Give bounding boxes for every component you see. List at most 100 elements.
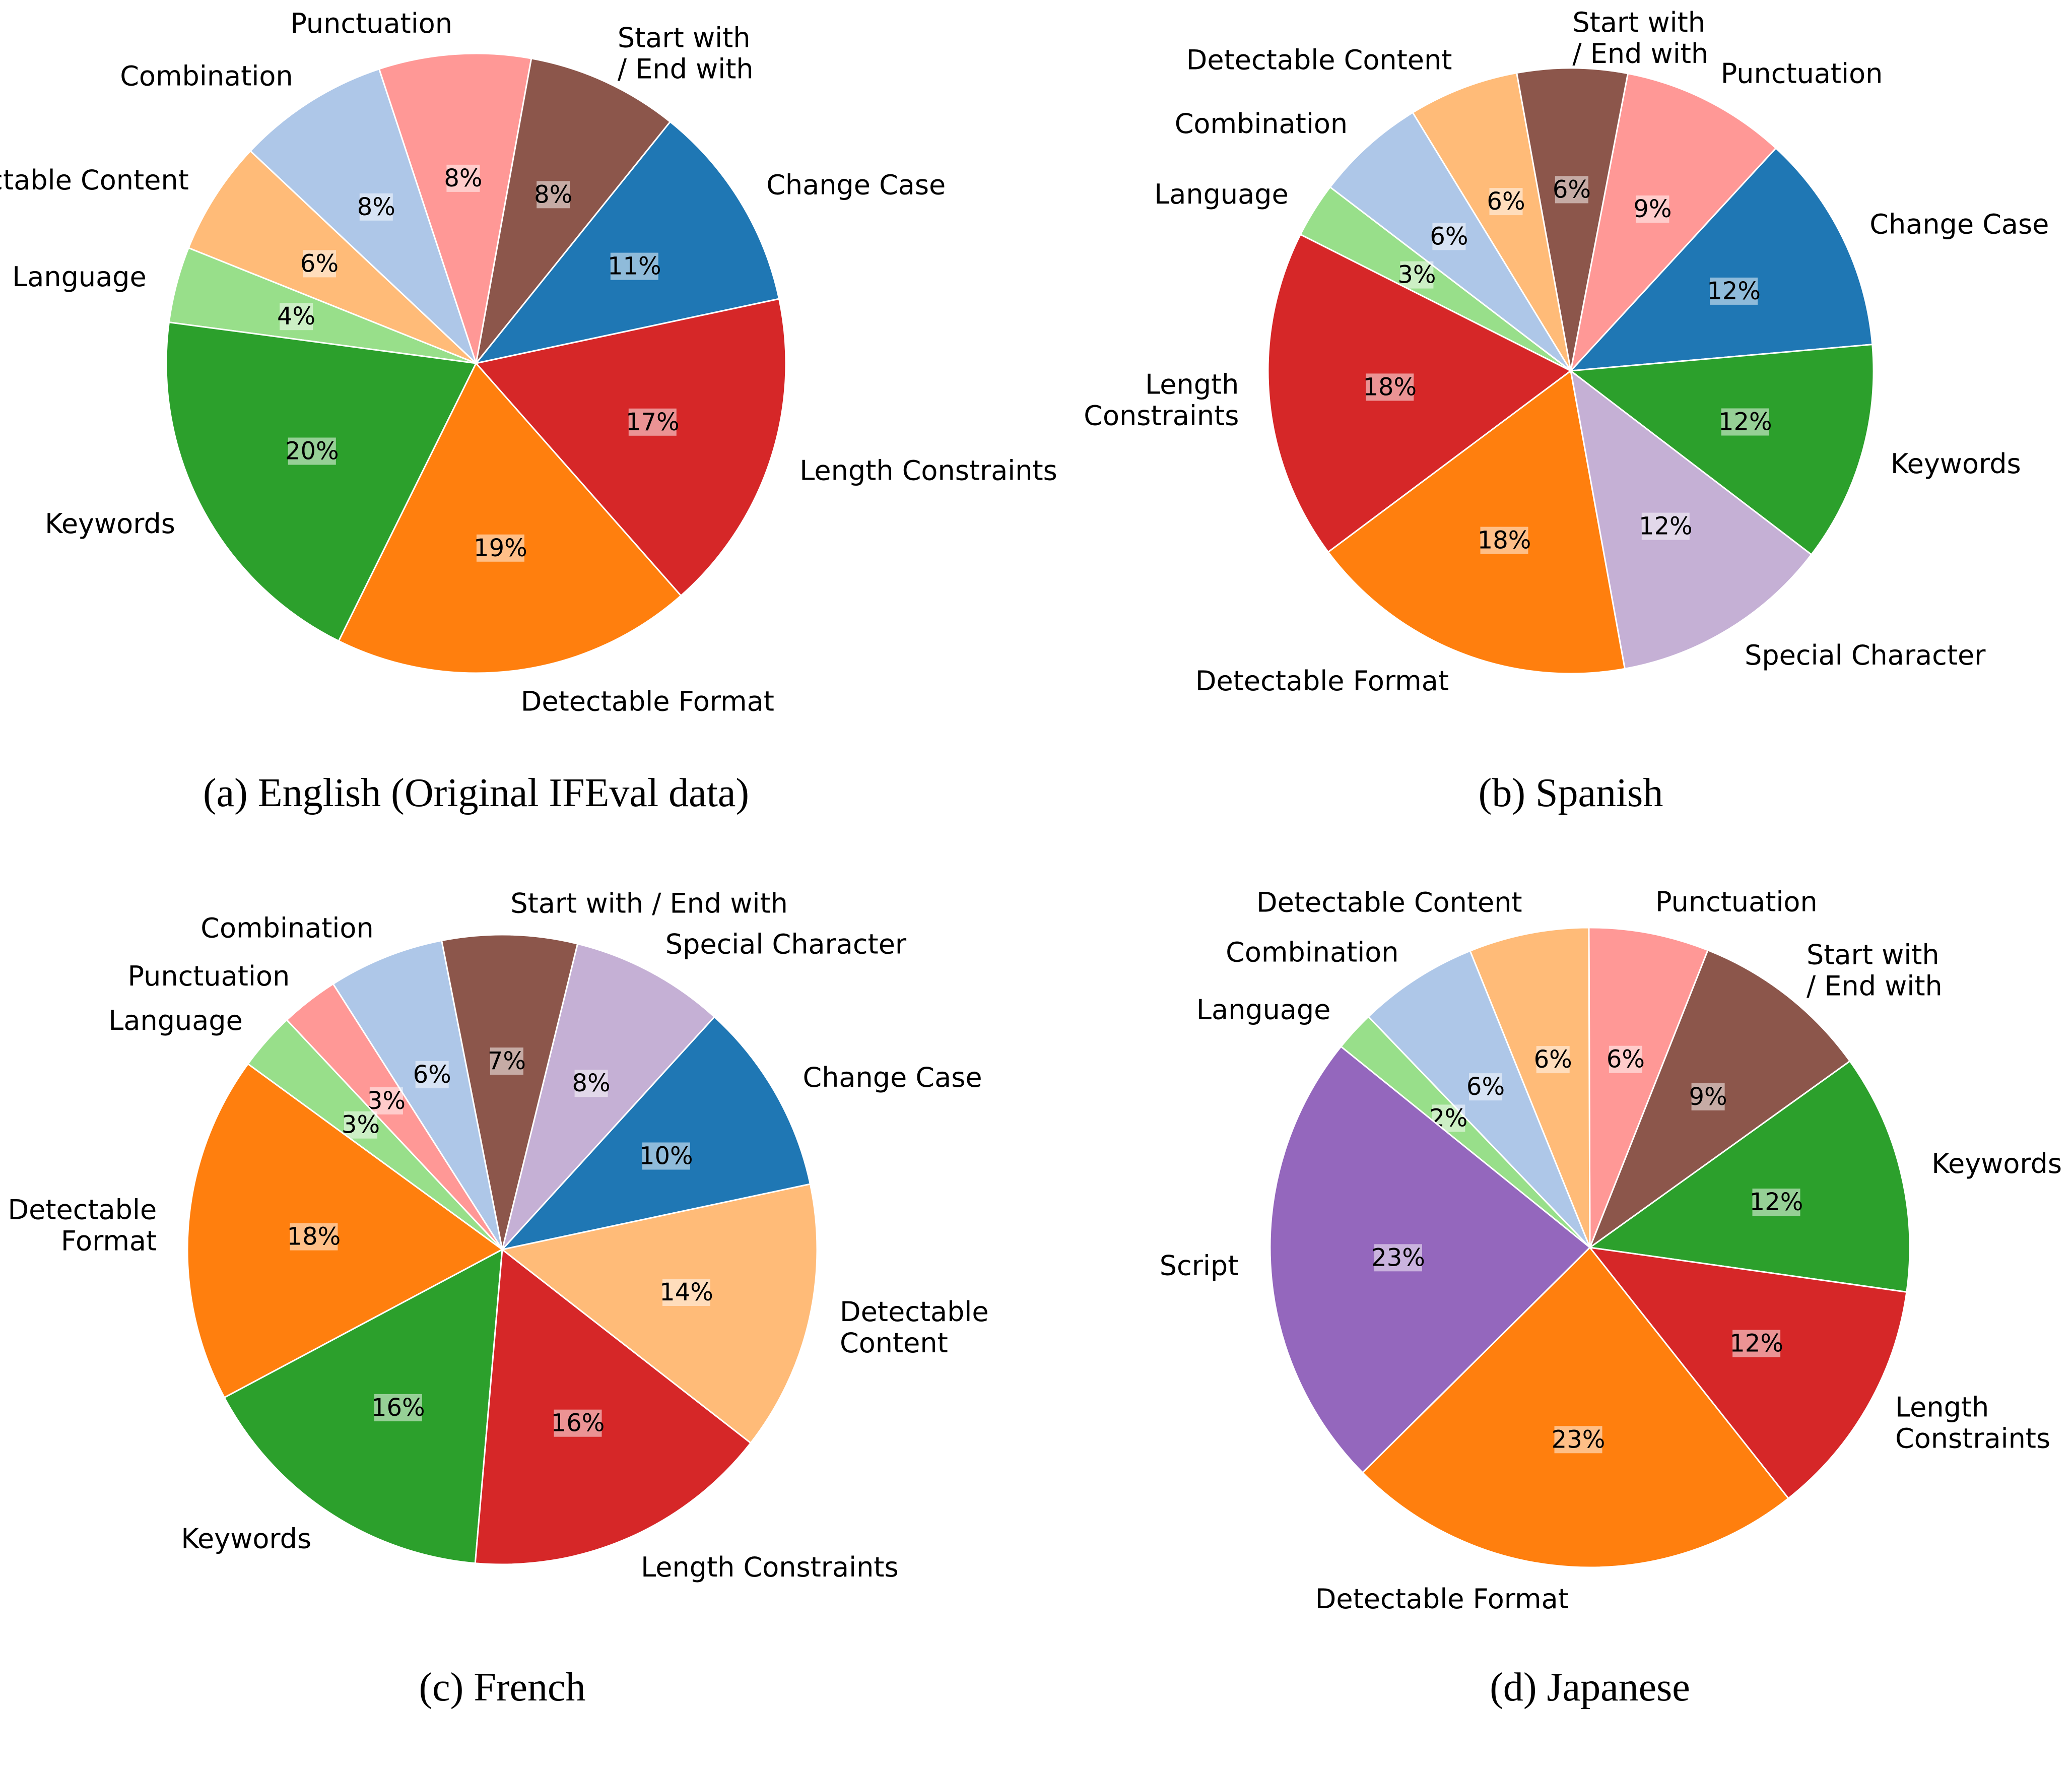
pie-slice-detectable-format	[338, 362, 682, 674]
slice-label-length-constraints: Length Constraints	[799, 454, 1057, 486]
pct-label-box-change-case	[642, 1142, 690, 1170]
pct-label-box-detectable-format	[1554, 1426, 1602, 1454]
slice-label-language: Language	[1154, 178, 1289, 210]
pie-slice-detectable-content	[1412, 72, 1572, 371]
pie-slice-special-character	[1569, 369, 1813, 670]
pie-slice-start-with-end-with	[475, 57, 672, 364]
pct-label-box-keywords	[1721, 408, 1769, 436]
pie-slice-change-case	[474, 120, 780, 365]
slice-label-detectable-format: Detectable Format	[1315, 1583, 1569, 1615]
pct-label-start-with-end-with: 9%	[1689, 1083, 1727, 1111]
pct-label-box-combination	[1432, 223, 1466, 250]
pct-label-script: 23%	[1371, 1243, 1425, 1272]
pct-label-special-character: 12%	[1639, 512, 1693, 541]
slice-label-language: Language	[108, 1005, 243, 1036]
pct-label-detectable-format: 18%	[287, 1223, 341, 1251]
pct-label-detectable-format: 18%	[1478, 527, 1531, 555]
pct-label-box-language	[344, 1111, 377, 1139]
pct-label-box-length-constraints	[628, 408, 677, 436]
slice-label-detectable-content: Detectable Content	[1256, 887, 1522, 919]
slice-label-start-with-end-with: Start with / End with	[510, 888, 788, 920]
pie-slice-punctuation	[1588, 927, 1709, 1248]
pct-label-box-keywords	[288, 437, 336, 465]
pie-slice-detectable-format	[1361, 1246, 1790, 1568]
slice-label-length-constraints: Length Constraints	[1895, 1391, 2050, 1454]
pct-label-box-detectable-content	[303, 250, 336, 278]
pie-slice-keywords	[1588, 1060, 1911, 1293]
pct-label-detectable-content: 6%	[300, 249, 339, 278]
slice-label-combination: Combination	[1175, 108, 1348, 140]
pct-label-box-language	[280, 303, 313, 331]
slice-label-special-character: Special Character	[665, 929, 907, 960]
pct-label-language: 3%	[342, 1111, 380, 1139]
slice-label-change-case: Change Case	[1869, 208, 2049, 240]
pct-label-box-combination	[359, 193, 393, 221]
pct-label-box-start-with-end-with	[1691, 1083, 1725, 1110]
slice-label-detectable-content: Detectable Content	[1186, 44, 1452, 76]
pie-slice-combination	[332, 939, 503, 1250]
pct-label-detectable-format: 19%	[474, 534, 527, 562]
slice-label-detectable-format: Detectable Format	[521, 686, 774, 717]
pct-label-box-change-case	[610, 252, 658, 280]
slice-label-combination: Combination	[200, 912, 373, 944]
pct-label-keywords: 20%	[285, 437, 339, 466]
pie-slice-detectable-format	[1327, 369, 1626, 675]
pie-slice-change-case	[500, 1016, 812, 1251]
pct-label-box-start-with-end-with	[1555, 176, 1588, 204]
slice-label-start-with-end-with: Start with / End with	[1807, 939, 1943, 1002]
panel-caption: (d) Japanese	[1490, 1665, 1690, 1710]
pct-label-box-keywords	[374, 1394, 422, 1421]
pct-label-keywords: 12%	[1750, 1188, 1803, 1216]
pct-label-box-special-character	[574, 1070, 608, 1097]
pct-label-keywords: 16%	[371, 1394, 425, 1422]
slice-label-special-character: Special Character	[1745, 639, 1986, 671]
pct-label-combination: 6%	[1466, 1073, 1505, 1101]
pct-label-box-punctuation	[369, 1087, 403, 1114]
pct-label-box-start-with-end-with	[490, 1047, 523, 1075]
slice-label-length-constraints: Length Constraints	[1084, 369, 1239, 432]
pie-slice-special-character	[501, 943, 716, 1251]
pct-label-box-language	[1400, 261, 1434, 289]
pie-slice-punctuation	[378, 52, 532, 364]
slice-label-detectable-format: Detectable Format	[8, 1194, 157, 1257]
pct-label-detectable-format: 23%	[1552, 1425, 1606, 1454]
pie-slice-keywords	[165, 321, 478, 642]
pie-slice-keywords	[1569, 343, 1875, 556]
pct-label-box-detectable-content	[662, 1279, 710, 1306]
pie-slice-start-with-end-with	[440, 934, 579, 1250]
pct-label-start-with-end-with: 8%	[534, 180, 572, 209]
pie-slice-detectable-content	[1469, 927, 1591, 1248]
pie-slice-change-case	[1569, 147, 1874, 372]
slice-label-length-constraints: Length Constraints	[641, 1551, 899, 1583]
pct-label-language: 3%	[1397, 261, 1436, 289]
pie-panel-english: 11% Change Case 8% Start with / End with 8% Pu…	[0, 8, 1057, 815]
pie-slice-length-constraints	[474, 1248, 752, 1565]
pct-label-box-keywords	[1752, 1189, 1800, 1216]
pct-label-box-combination	[1469, 1073, 1502, 1101]
pct-label-box-change-case	[1710, 277, 1758, 305]
pct-label-detectable-content: 14%	[659, 1278, 713, 1306]
pct-label-box-start-with-end-with	[537, 181, 570, 209]
pct-label-change-case: 12%	[1707, 277, 1761, 305]
slice-label-keywords: Keywords	[45, 508, 175, 540]
pct-label-combination: 8%	[357, 193, 395, 221]
pct-label-box-detectable-content	[1536, 1046, 1570, 1074]
slice-label-combination: Combination	[120, 60, 293, 92]
pct-label-change-case: 11%	[608, 252, 661, 281]
slice-label-punctuation: Punctuation	[1721, 58, 1883, 90]
pct-label-length-constraints: 17%	[626, 408, 680, 436]
pct-label-box-punctuation	[446, 164, 480, 192]
pie-slice-start-with-end-with	[1515, 67, 1629, 371]
slice-label-keywords: Keywords	[1931, 1148, 2062, 1179]
slice-label-start-with-end-with: Start with / End with	[618, 22, 754, 85]
pct-label-box-detectable-format	[476, 534, 524, 562]
pct-label-combination: 6%	[413, 1061, 451, 1089]
slice-label-script: Script	[1160, 1250, 1239, 1281]
pie-slice-punctuation	[1569, 73, 1777, 373]
pie-slice-length-constraints	[1588, 1246, 1908, 1500]
pct-label-keywords: 12%	[1718, 408, 1772, 436]
slice-label-change-case: Change Case	[803, 1062, 982, 1093]
pct-label-box-length-constraints	[554, 1409, 602, 1437]
pct-label-box-detectable-format	[290, 1223, 338, 1251]
